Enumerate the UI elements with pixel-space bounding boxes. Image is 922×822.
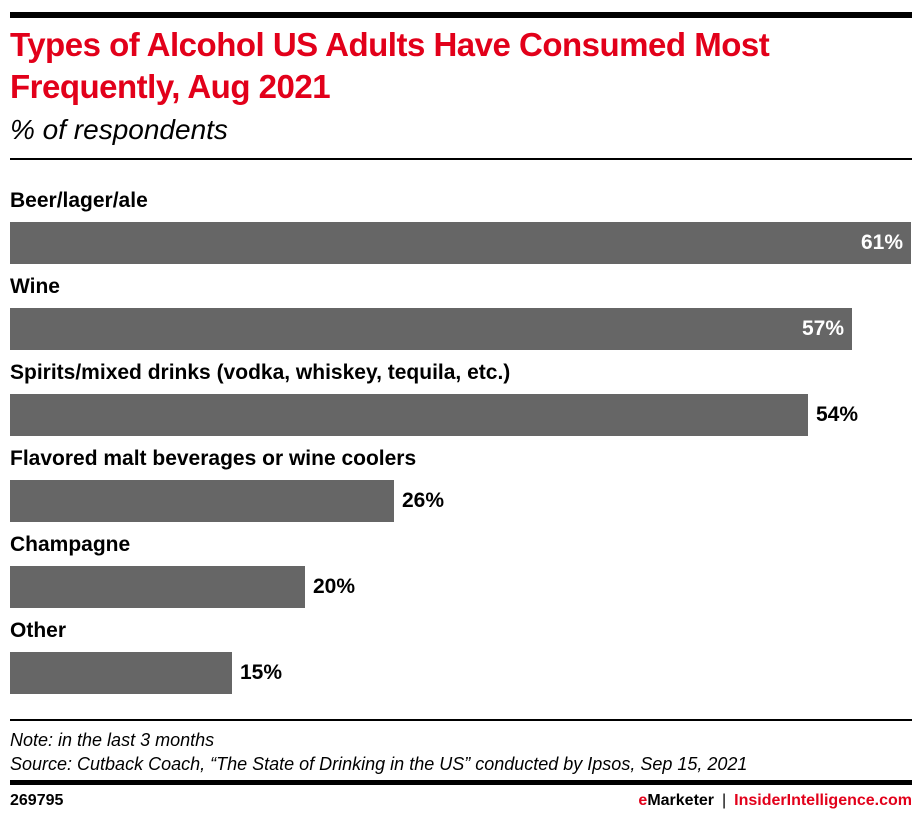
value-label: 57% bbox=[801, 317, 844, 340]
brand-emarketer: Marketer bbox=[647, 792, 715, 809]
category-label: Flavored malt beverages or wine coolers bbox=[10, 447, 417, 470]
value-label: 26% bbox=[402, 489, 445, 512]
bar bbox=[10, 652, 232, 694]
brand-insiderintelligence-link[interactable]: InsiderIntelligence.com bbox=[734, 792, 912, 809]
bar bbox=[10, 308, 852, 350]
value-label: 15% bbox=[240, 661, 283, 684]
brand-attribution: eMarketer | InsiderIntelligence.com bbox=[638, 791, 912, 811]
value-label: 61% bbox=[860, 231, 903, 254]
category-label: Champagne bbox=[10, 533, 131, 556]
chart-source: Source: Cutback Coach, “The State of Dri… bbox=[10, 754, 748, 774]
bar bbox=[10, 480, 394, 522]
bar bbox=[10, 566, 305, 608]
brand-separator: | bbox=[722, 792, 727, 809]
bar bbox=[10, 394, 808, 436]
category-label: Other bbox=[10, 619, 67, 642]
value-label: 20% bbox=[313, 575, 356, 598]
top-rule bbox=[10, 12, 912, 18]
chart-note: Note: in the last 3 months bbox=[10, 730, 215, 750]
category-label: Beer/lager/ale bbox=[10, 189, 148, 212]
value-label: 54% bbox=[816, 403, 859, 426]
footer-rule bbox=[10, 780, 912, 785]
chart-id: 269795 bbox=[10, 792, 64, 809]
header-divider bbox=[10, 158, 912, 160]
chart-title: Types of Alcohol US Adults Have Consumed… bbox=[10, 26, 770, 105]
category-label: Wine bbox=[10, 275, 60, 298]
bar bbox=[10, 222, 911, 264]
bar-chart: Beer/lager/ale 61% Wine 57% Spirits/mixed dr… bbox=[0, 180, 922, 700]
category-label: Spirits/mixed drinks (vodka, whiskey, te… bbox=[10, 361, 511, 384]
chart-subtitle: % of respondents bbox=[10, 114, 228, 145]
brand-emarketer-e: e bbox=[638, 792, 648, 809]
footer-divider bbox=[10, 719, 912, 721]
